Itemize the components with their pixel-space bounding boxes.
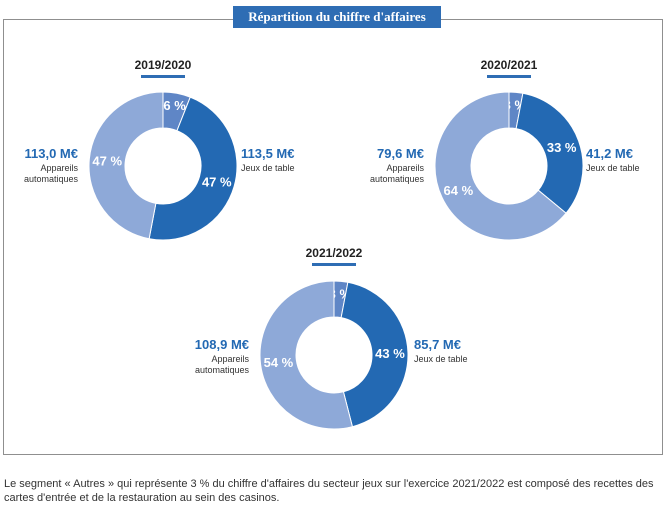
chart-title: 2021/2022	[306, 246, 363, 260]
label-jeux-de-table: Jeux de table	[414, 354, 468, 364]
label-jeux-de-table: Jeux de table	[586, 163, 640, 173]
label-jeux-de-table: Jeux de table	[241, 163, 295, 173]
amount-appareils-automatiques: 108,9 M€	[195, 337, 249, 352]
chart-title-banner: Répartition du chiffre d'affaires	[233, 6, 441, 28]
slice-percent-label: 47 %	[92, 154, 122, 169]
donut-slice	[340, 281, 409, 428]
amount-jeux-de-table: 41,2 M€	[586, 146, 633, 161]
amount-appareils-automatiques: 79,6 M€	[377, 146, 424, 161]
chart-title: 2019/2020	[135, 58, 192, 72]
chart-title-underline	[312, 263, 356, 266]
donut-slice	[148, 96, 238, 241]
chart-title: 2020/2021	[481, 58, 538, 72]
footnote: Le segment « Autres » qui représente 3 %…	[4, 478, 654, 504]
amount-appareils-automatiques: 113,0 M€	[25, 146, 79, 161]
slice-percent-label: 43 %	[375, 346, 405, 361]
label-appareils-line2: automatiques	[370, 174, 425, 184]
donut-slice	[515, 92, 584, 214]
donut-slice	[434, 91, 567, 241]
slice-percent-label: 64 %	[444, 183, 474, 198]
chart-title-underline	[487, 75, 531, 78]
slice-percent-label: 47 %	[202, 175, 232, 190]
label-appareils-line1: Appareils	[386, 163, 424, 173]
label-appareils-line2: automatiques	[24, 174, 79, 184]
slice-percent-label: 6 %	[163, 98, 186, 113]
donut-slice	[259, 280, 354, 430]
label-appareils-line2: automatiques	[195, 365, 250, 375]
slice-percent-label: 33 %	[547, 140, 577, 155]
chart-title-underline	[141, 75, 185, 78]
label-appareils-line1: Appareils	[211, 354, 249, 364]
amount-jeux-de-table: 85,7 M€	[414, 337, 461, 352]
label-appareils-line1: Appareils	[40, 163, 78, 173]
amount-jeux-de-table: 113,5 M€	[241, 146, 295, 161]
donut-slice	[88, 91, 164, 240]
slice-percent-label: 54 %	[264, 355, 294, 370]
